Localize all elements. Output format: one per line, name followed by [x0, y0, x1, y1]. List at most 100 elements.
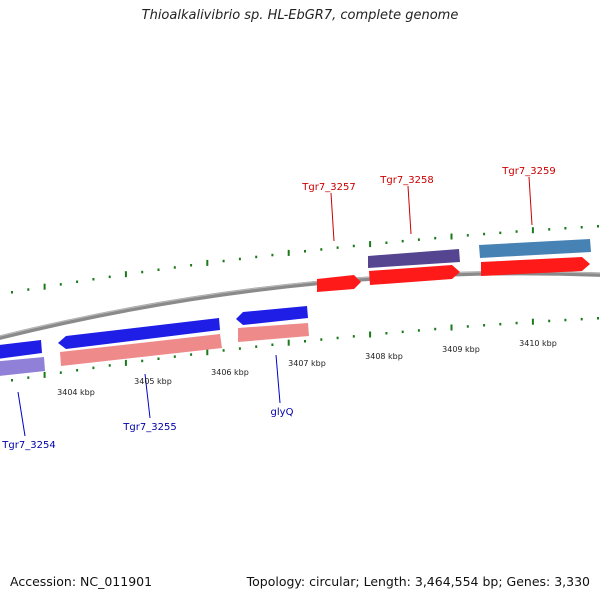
scale-tick [564, 318, 567, 322]
scale-tick [417, 238, 420, 241]
gene-label-glyq[interactable]: glyQ [271, 407, 294, 418]
scale-tick [336, 246, 339, 249]
scale-tick [320, 248, 323, 251]
scale-tick [206, 349, 209, 356]
scale-tick [108, 275, 111, 279]
scale-tick [157, 268, 160, 271]
scale-tick [59, 283, 62, 286]
scale-tick [597, 225, 599, 228]
scale-tick [108, 364, 111, 367]
scale-tick [27, 376, 30, 379]
scale-tick [466, 325, 469, 328]
scale-tick [206, 259, 209, 266]
scale-label-3407: 3407 kbp [288, 359, 326, 368]
scale-label-3405: 3405 kbp [134, 377, 172, 386]
leader-glyq [275, 354, 281, 404]
scale-tick [352, 335, 355, 338]
cds-bar-glyq[interactable] [238, 323, 309, 342]
leader-tgr7-3257 [330, 192, 335, 242]
gene-arrow-glyq[interactable] [236, 306, 308, 325]
scale-tick [92, 278, 95, 281]
gene-arrow-tgr7-3254[interactable] [0, 340, 42, 360]
scale-tick [580, 226, 583, 229]
cds-bar-tgr7-3258-upper[interactable] [368, 249, 460, 268]
gene-label-tgr7-3255[interactable]: Tgr7_3255 [122, 422, 176, 433]
lower-tick-row [11, 317, 599, 382]
scale-tick [43, 371, 46, 378]
scale-tick [190, 264, 193, 267]
scale-tick [531, 227, 534, 234]
map-title: Thioalkalivibrio sp. HL-EbGR7, complete … [141, 8, 459, 23]
cds-bar-tgr7-3254[interactable] [0, 357, 45, 377]
scale-tick [385, 241, 388, 244]
leader-tgr7-3255 [144, 373, 151, 419]
scale-tick [255, 345, 258, 348]
cds-bar-tgr7-3255[interactable] [60, 334, 222, 366]
scale-tick [141, 270, 144, 274]
leader-tgr7-3258 [407, 185, 412, 235]
scale-tick [76, 369, 79, 372]
upper-tick-row [11, 225, 599, 294]
scale-tick [27, 288, 30, 291]
scale-tick [124, 359, 127, 366]
scale-tick [515, 321, 518, 325]
gene-label-tgr7-3258[interactable]: Tgr7_3258 [379, 175, 433, 186]
scale-tick [304, 250, 306, 253]
scale-tick [124, 271, 127, 278]
scale-tick [11, 379, 13, 382]
scale-tick [304, 340, 306, 343]
scale-tick [564, 227, 567, 230]
scale-tick [287, 339, 290, 346]
scale-tick [580, 317, 583, 321]
scale-label-3409: 3409 kbp [442, 345, 480, 354]
gene-label-tgr7-3254[interactable]: Tgr7_3254 [1, 440, 55, 451]
gene-arrow-tgr7-3257[interactable] [317, 275, 361, 292]
scale-tick [271, 253, 274, 257]
cds-bar-tgr7-3259-upper[interactable] [479, 239, 591, 258]
gene-arrow-tgr7-3259[interactable] [481, 257, 590, 276]
scale-label-3404: 3404 kbp [57, 388, 95, 397]
scale-tick [173, 355, 176, 358]
accession-text: Accession: NC_011901 [10, 574, 153, 589]
scale-tick [548, 228, 551, 231]
scale-tick [287, 249, 290, 256]
scale-tick [238, 257, 241, 261]
leader-tgr7-3259 [528, 176, 533, 226]
scale-tick [369, 241, 372, 248]
scale-tick [271, 343, 274, 346]
scale-tick [466, 234, 469, 237]
scale-tick [222, 259, 225, 263]
scale-tick [401, 330, 404, 334]
scale-tick [43, 283, 46, 290]
scale-tick [499, 231, 502, 235]
topology-text: Topology: circular; Length: 3,464,554 bp… [246, 574, 590, 589]
scale-tick [434, 236, 437, 240]
scale-tick [499, 322, 502, 326]
scale-tick [417, 329, 420, 332]
scale-tick [515, 230, 518, 233]
scale-tick [385, 332, 388, 335]
scale-label-3408: 3408 kbp [365, 352, 403, 361]
scale-tick [222, 349, 225, 352]
scale-tick [483, 232, 486, 236]
scale-tick [255, 255, 258, 259]
gene-label-tgr7-3257[interactable]: Tgr7_3257 [301, 182, 355, 193]
scale-tick [352, 244, 355, 248]
scale-label-3406: 3406 kbp [211, 368, 249, 377]
scale-tick [92, 366, 95, 370]
gene-arrow-tgr7-3258[interactable] [369, 265, 460, 285]
scale-tick [320, 338, 323, 341]
scale-tick [597, 317, 599, 320]
scale-tick [531, 318, 534, 325]
scale-tick [548, 319, 551, 323]
scale-tick [190, 353, 193, 356]
scale-tick [450, 324, 453, 331]
gene-arrow-tgr7-3255[interactable] [58, 318, 220, 349]
scale-tick [434, 327, 437, 331]
scale-tick [238, 347, 241, 350]
scale-tick [11, 291, 13, 294]
gene-label-tgr7-3259[interactable]: Tgr7_3259 [501, 166, 555, 177]
leader-tgr7-3254 [17, 391, 26, 437]
